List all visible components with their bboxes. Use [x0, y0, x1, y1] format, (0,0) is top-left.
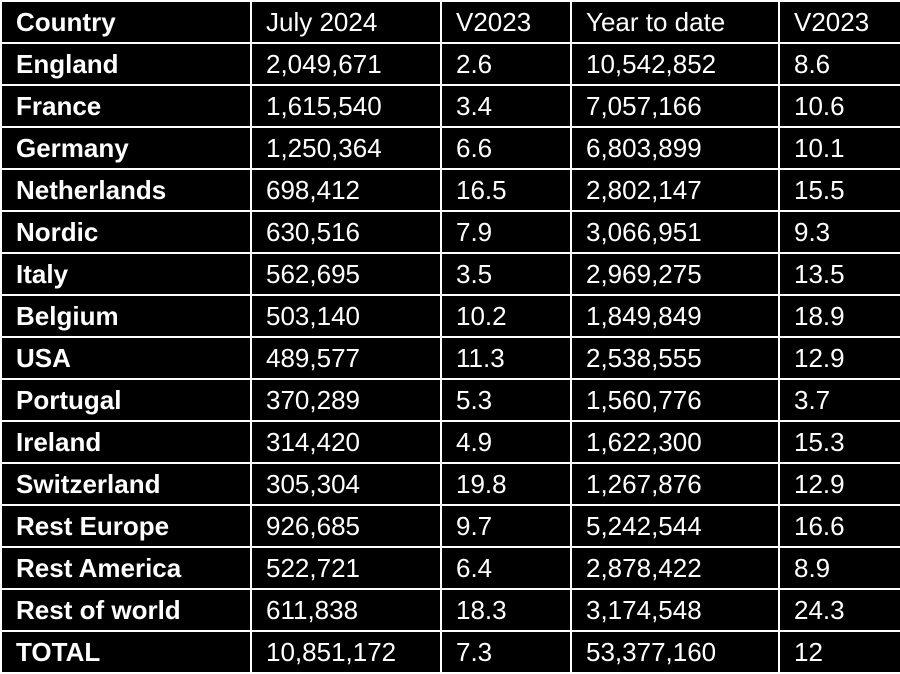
table-row: TOTAL 10,851,172 7.3 53,377,160 12: [0, 630, 900, 674]
cell-v2023-ytd: 8.9: [778, 546, 900, 590]
cell-july-2024: 926,685: [250, 504, 442, 548]
table-row: Rest America 522,721 6.4 2,878,422 8.9: [0, 546, 900, 590]
cell-v2023-month: 5.3: [440, 378, 572, 422]
cell-country: Switzerland: [0, 462, 252, 506]
cell-country: Rest America: [0, 546, 252, 590]
cell-year-to-date: 3,174,548: [570, 588, 780, 632]
cell-country: Portugal: [0, 378, 252, 422]
cell-v2023-ytd: 10.1: [778, 126, 900, 170]
cell-country: Belgium: [0, 294, 252, 338]
table-row: Nordic 630,516 7.9 3,066,951 9.3: [0, 210, 900, 254]
cell-year-to-date: 1,622,300: [570, 420, 780, 464]
table-row: England 2,049,671 2.6 10,542,852 8.6: [0, 42, 900, 86]
cell-july-2024: 370,289: [250, 378, 442, 422]
cell-july-2024: 562,695: [250, 252, 442, 296]
cell-country: Italy: [0, 252, 252, 296]
cell-country: England: [0, 42, 252, 86]
cell-july-2024: 611,838: [250, 588, 442, 632]
cell-july-2024: 630,516: [250, 210, 442, 254]
cell-v2023-month: 4.9: [440, 420, 572, 464]
table-row: Netherlands 698,412 16.5 2,802,147 15.5: [0, 168, 900, 212]
cell-v2023-month: 19.8: [440, 462, 572, 506]
cell-july-2024: 305,304: [250, 462, 442, 506]
cell-july-2024: 489,577: [250, 336, 442, 380]
cell-country: TOTAL: [0, 630, 252, 674]
cell-year-to-date: 2,969,275: [570, 252, 780, 296]
cell-year-to-date: 1,560,776: [570, 378, 780, 422]
cell-v2023-ytd: 10.6: [778, 84, 900, 128]
cell-year-to-date: 53,377,160: [570, 630, 780, 674]
cell-july-2024: 503,140: [250, 294, 442, 338]
cell-v2023-ytd: 8.6: [778, 42, 900, 86]
cell-v2023-month: 6.4: [440, 546, 572, 590]
cell-year-to-date: 1,267,876: [570, 462, 780, 506]
cell-july-2024: 522,721: [250, 546, 442, 590]
cell-july-2024: 1,250,364: [250, 126, 442, 170]
cell-v2023-ytd: 9.3: [778, 210, 900, 254]
cell-v2023-ytd: 12: [778, 630, 900, 674]
cell-v2023-month: 6.6: [440, 126, 572, 170]
cell-v2023-ytd: 24.3: [778, 588, 900, 632]
table-row: Rest of world 611,838 18.3 3,174,548 24.3: [0, 588, 900, 632]
table-row: France 1,615,540 3.4 7,057,166 10.6: [0, 84, 900, 128]
table-row: Germany 1,250,364 6.6 6,803,899 10.1: [0, 126, 900, 170]
cell-country: France: [0, 84, 252, 128]
cell-country: USA: [0, 336, 252, 380]
cell-july-2024: 1,615,540: [250, 84, 442, 128]
table-header: Country July 2024 V2023 Year to date V20…: [0, 0, 900, 44]
cell-v2023-ytd: 12.9: [778, 336, 900, 380]
cell-country: Netherlands: [0, 168, 252, 212]
cell-country: Germany: [0, 126, 252, 170]
cell-v2023-month: 11.3: [440, 336, 572, 380]
cell-v2023-ytd: 16.6: [778, 504, 900, 548]
table-row: Switzerland 305,304 19.8 1,267,876 12.9: [0, 462, 900, 506]
cell-country: Ireland: [0, 420, 252, 464]
cell-v2023-month: 3.4: [440, 84, 572, 128]
cell-v2023-ytd: 12.9: [778, 462, 900, 506]
cell-v2023-ytd: 18.9: [778, 294, 900, 338]
cell-v2023-month: 9.7: [440, 504, 572, 548]
cell-country: Rest of world: [0, 588, 252, 632]
header-july-2024: July 2024: [250, 0, 442, 44]
cell-year-to-date: 6,803,899: [570, 126, 780, 170]
cell-v2023-month: 7.3: [440, 630, 572, 674]
table-row: Rest Europe 926,685 9.7 5,242,544 16.6: [0, 504, 900, 548]
cell-v2023-month: 16.5: [440, 168, 572, 212]
header-row: Country July 2024 V2023 Year to date V20…: [0, 0, 900, 44]
cell-year-to-date: 2,802,147: [570, 168, 780, 212]
cell-year-to-date: 3,066,951: [570, 210, 780, 254]
cell-july-2024: 2,049,671: [250, 42, 442, 86]
header-v2023-ytd: V2023: [778, 0, 900, 44]
cell-year-to-date: 1,849,849: [570, 294, 780, 338]
table-body: England 2,049,671 2.6 10,542,852 8.6 France 1,…: [0, 42, 900, 674]
header-v2023-month: V2023: [440, 0, 572, 44]
cell-v2023-ytd: 13.5: [778, 252, 900, 296]
table-row: Italy 562,695 3.5 2,969,275 13.5: [0, 252, 900, 296]
cell-v2023-ytd: 15.3: [778, 420, 900, 464]
table-row: Portugal 370,289 5.3 1,560,776 3.7: [0, 378, 900, 422]
cell-year-to-date: 5,242,544: [570, 504, 780, 548]
header-year-to-date: Year to date: [570, 0, 780, 44]
cell-v2023-month: 7.9: [440, 210, 572, 254]
cell-country: Rest Europe: [0, 504, 252, 548]
cell-july-2024: 314,420: [250, 420, 442, 464]
cell-july-2024: 698,412: [250, 168, 442, 212]
cell-v2023-ytd: 3.7: [778, 378, 900, 422]
cell-v2023-month: 18.3: [440, 588, 572, 632]
cell-country: Nordic: [0, 210, 252, 254]
cell-year-to-date: 10,542,852: [570, 42, 780, 86]
cell-v2023-month: 3.5: [440, 252, 572, 296]
cell-v2023-ytd: 15.5: [778, 168, 900, 212]
header-country: Country: [0, 0, 252, 44]
table-row: USA 489,577 11.3 2,538,555 12.9: [0, 336, 900, 380]
table-row: Belgium 503,140 10.2 1,849,849 18.9: [0, 294, 900, 338]
cell-year-to-date: 2,878,422: [570, 546, 780, 590]
table-row: Ireland 314,420 4.9 1,622,300 15.3: [0, 420, 900, 464]
cell-year-to-date: 7,057,166: [570, 84, 780, 128]
cell-v2023-month: 2.6: [440, 42, 572, 86]
cell-year-to-date: 2,538,555: [570, 336, 780, 380]
cell-july-2024: 10,851,172: [250, 630, 442, 674]
cell-v2023-month: 10.2: [440, 294, 572, 338]
